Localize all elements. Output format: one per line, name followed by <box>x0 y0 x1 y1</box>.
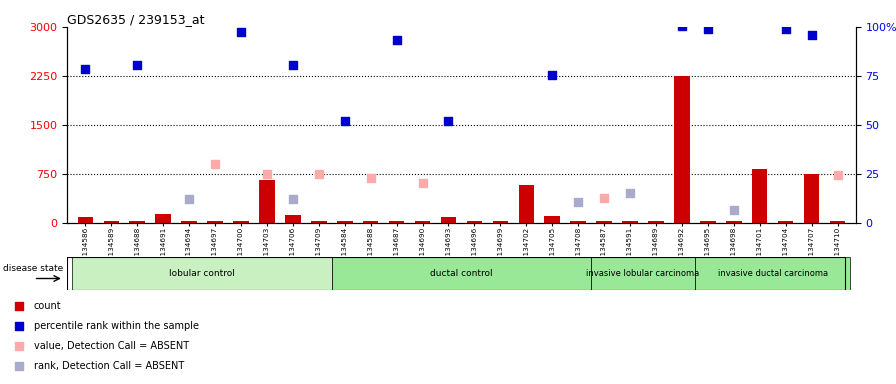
Point <box>286 195 300 202</box>
Bar <box>181 222 197 223</box>
Bar <box>311 222 326 223</box>
Bar <box>337 222 352 223</box>
Bar <box>155 214 171 223</box>
Bar <box>519 185 534 223</box>
Bar <box>493 222 508 223</box>
Point <box>675 23 689 29</box>
Point <box>597 195 611 201</box>
Bar <box>129 222 145 223</box>
Bar <box>389 222 404 223</box>
Point <box>234 29 248 35</box>
Point <box>623 190 637 196</box>
Bar <box>207 222 223 223</box>
Bar <box>545 216 560 223</box>
Point <box>260 171 274 177</box>
Point <box>338 118 352 124</box>
Text: rank, Detection Call = ABSENT: rank, Detection Call = ABSENT <box>34 361 184 371</box>
Text: disease state: disease state <box>4 264 64 273</box>
Bar <box>467 222 482 223</box>
Bar <box>622 222 638 223</box>
Bar <box>78 217 93 223</box>
Text: percentile rank within the sample: percentile rank within the sample <box>34 321 199 331</box>
Point <box>831 172 845 178</box>
Point <box>130 62 144 68</box>
Text: lobular control: lobular control <box>169 269 235 278</box>
Point <box>12 343 26 349</box>
Point <box>364 175 378 181</box>
Point <box>12 323 26 329</box>
Bar <box>648 222 664 223</box>
Point <box>12 303 26 309</box>
Point <box>312 170 326 177</box>
Point <box>416 180 430 186</box>
Bar <box>591 257 695 290</box>
Text: value, Detection Call = ABSENT: value, Detection Call = ABSENT <box>34 341 189 351</box>
Bar <box>597 222 612 223</box>
Point <box>571 199 585 205</box>
Bar <box>571 222 586 223</box>
Bar <box>752 169 768 223</box>
Text: invasive ductal carcinoma: invasive ductal carcinoma <box>718 269 828 278</box>
Point <box>286 62 300 68</box>
Bar <box>332 257 591 290</box>
Bar <box>73 257 332 290</box>
Bar <box>778 222 794 223</box>
Bar <box>233 222 249 223</box>
Text: invasive lobular carcinoma: invasive lobular carcinoma <box>586 269 700 278</box>
Point <box>545 72 559 78</box>
Point <box>182 196 196 202</box>
Point <box>390 37 404 43</box>
Bar <box>259 180 275 223</box>
Bar <box>104 222 119 223</box>
Text: ductal control: ductal control <box>430 269 493 278</box>
Bar <box>674 76 690 223</box>
Point <box>779 26 793 32</box>
Point <box>701 26 715 33</box>
Text: GDS2635 / 239153_at: GDS2635 / 239153_at <box>67 13 204 26</box>
Bar <box>830 222 845 223</box>
Point <box>805 32 819 38</box>
Point <box>727 207 741 213</box>
Bar <box>363 222 378 223</box>
Bar <box>285 215 301 223</box>
Bar <box>726 222 742 223</box>
Text: count: count <box>34 301 61 311</box>
Point <box>12 363 26 369</box>
Bar <box>700 222 716 223</box>
Point <box>442 118 456 124</box>
Bar <box>441 217 456 223</box>
Point <box>78 66 92 73</box>
Bar <box>695 257 850 290</box>
Bar <box>804 174 819 223</box>
Point <box>208 161 222 167</box>
Bar <box>415 222 430 223</box>
